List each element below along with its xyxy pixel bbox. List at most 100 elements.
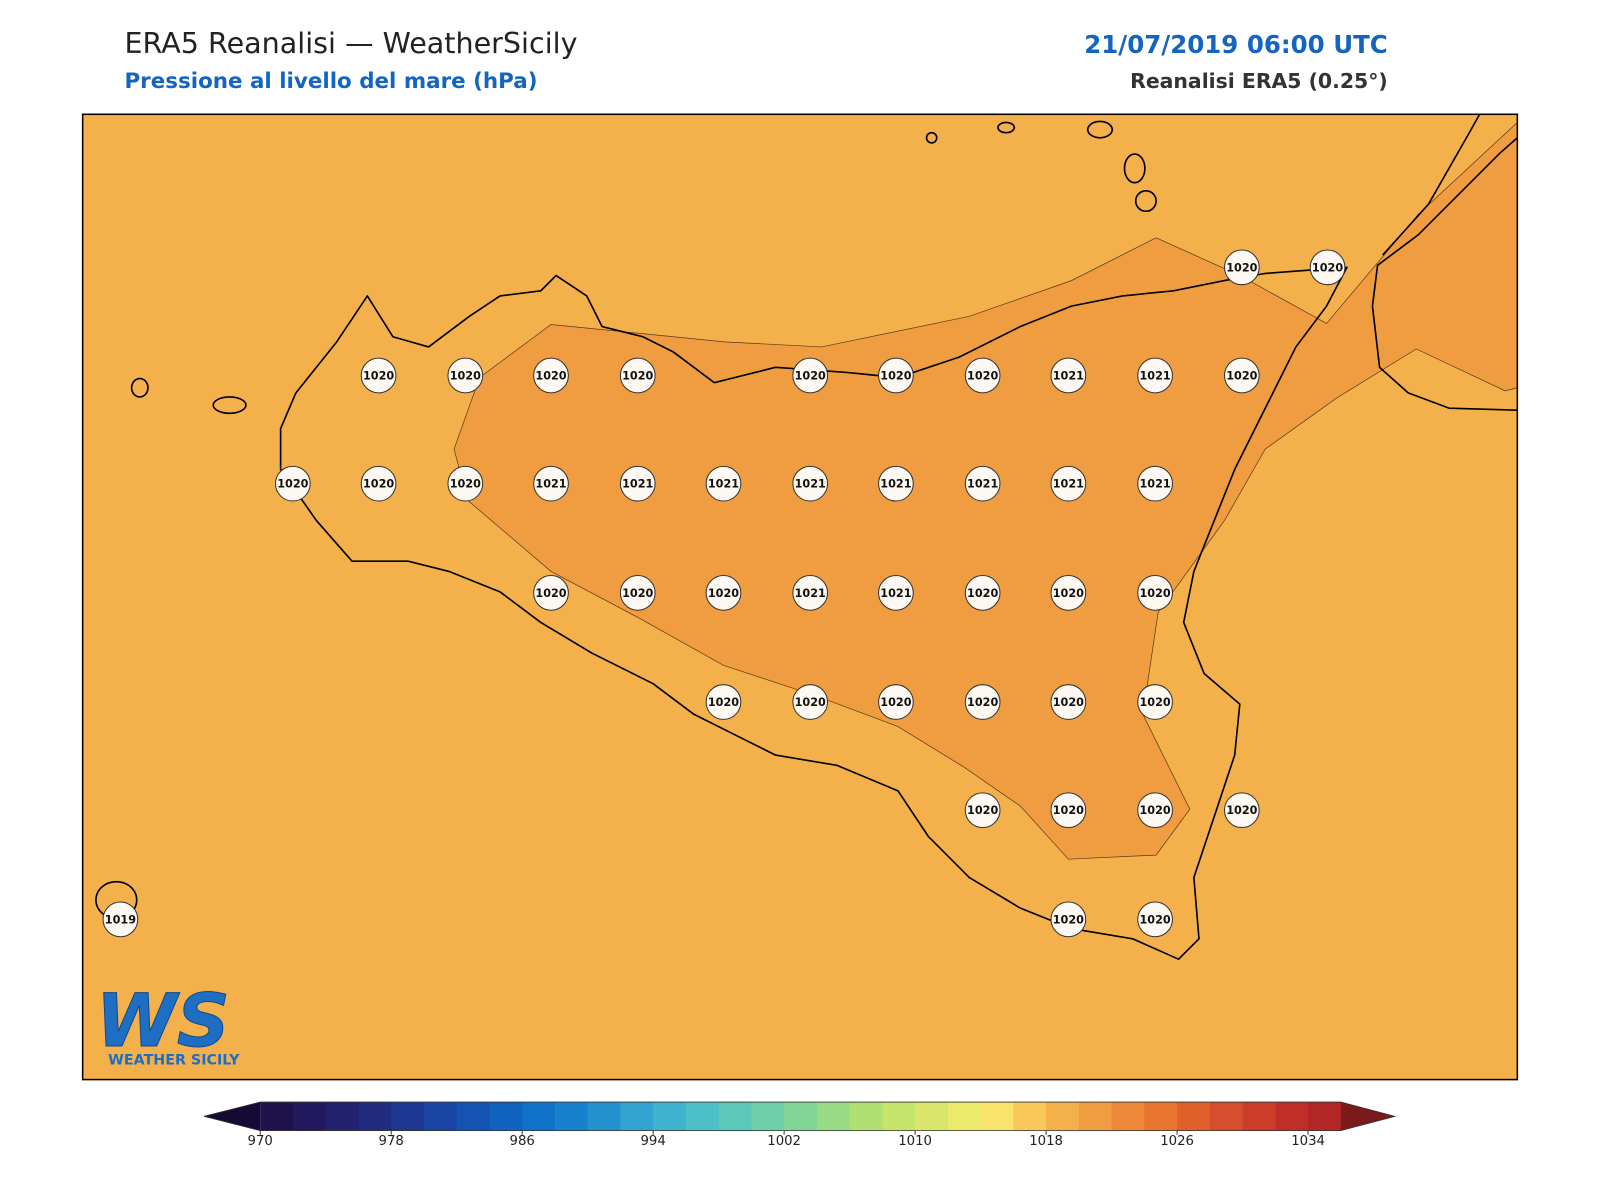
station: 1020 — [1050, 575, 1087, 611]
station: 1020 — [360, 465, 397, 502]
station: 1020 — [878, 684, 914, 720]
station-value: 1021 — [1053, 478, 1084, 491]
station: 1021 — [1050, 465, 1087, 502]
station-marker — [878, 465, 914, 502]
station-marker — [705, 684, 742, 720]
colorbar-bin — [784, 1102, 818, 1131]
colorbar-tick-label: 986 — [510, 1134, 535, 1149]
station: 1019 — [102, 901, 139, 938]
station-value: 1020 — [363, 478, 394, 491]
station: 1020 — [360, 357, 397, 394]
island — [1123, 153, 1146, 184]
station-marker — [1309, 249, 1346, 286]
colorbar-bin — [423, 1102, 458, 1131]
station-marker — [964, 792, 1001, 829]
coastline-sicily — [279, 266, 1348, 961]
map-frame — [81, 113, 1519, 1081]
station-value: 1021 — [1139, 478, 1170, 491]
date: 21/07/2019 06:00 UTC — [1084, 30, 1388, 59]
colorbar-tick-label: 1010 — [898, 1134, 932, 1149]
station: 1020 — [1223, 357, 1260, 394]
station-value: 1020 — [880, 696, 911, 709]
station-marker — [964, 684, 1001, 720]
colorbar-under — [204, 1102, 261, 1131]
station-marker — [1050, 684, 1087, 720]
station: 1020 — [1223, 249, 1260, 286]
colorbar-bin — [718, 1102, 752, 1131]
station: 1020 — [619, 357, 656, 394]
island — [1134, 190, 1157, 213]
station: 1020 — [275, 465, 311, 502]
station-marker — [1050, 901, 1087, 938]
station-value: 1021 — [708, 478, 739, 491]
station-marker — [360, 465, 397, 502]
station: 1020 — [1137, 575, 1173, 611]
station: 1020 — [447, 465, 484, 502]
station-value: 1019 — [105, 913, 136, 926]
station-marker — [360, 357, 397, 394]
colorbar-bin — [1111, 1102, 1145, 1131]
station-marker — [1223, 792, 1260, 829]
station-value: 1020 — [1053, 587, 1084, 600]
station-value: 1020 — [1139, 587, 1170, 600]
colorbar-bin — [751, 1102, 785, 1131]
station-value: 1020 — [708, 587, 739, 600]
colorbar-bin — [1177, 1102, 1211, 1131]
station-value: 1020 — [880, 370, 911, 383]
colorbar-bin — [882, 1102, 916, 1131]
station-value: 1020 — [1139, 913, 1170, 926]
station: 1020 — [964, 684, 1001, 720]
colorbar: 970 978 986 994 1002 1010 1018 1026 1034 — [203, 1101, 1397, 1149]
title: ERA5 Reanalisi — WeatherSicily — [124, 26, 577, 60]
logo-text: WEATHER SICILY — [108, 1052, 240, 1068]
station: 1021 — [1050, 357, 1087, 394]
station-marker — [1050, 575, 1087, 611]
station-value: 1020 — [1312, 261, 1343, 274]
colorbar-bin — [554, 1102, 589, 1131]
station-marker — [533, 575, 569, 611]
station: 1021 — [705, 465, 742, 502]
station-value: 1020 — [1139, 696, 1170, 709]
station: 1021 — [619, 465, 656, 502]
station-marker — [1050, 465, 1087, 502]
station: 1020 — [1050, 901, 1087, 938]
station-value: 1020 — [277, 478, 308, 491]
colorbar-bin — [1275, 1102, 1309, 1131]
station-layer: 1020 1020 1020 1020 1020 1020 1020 1020 1020 1021… — [102, 249, 1346, 938]
colorbar-bin — [1144, 1102, 1178, 1131]
station: 1021 — [533, 465, 569, 502]
station: 1021 — [878, 575, 914, 611]
station: 1020 — [964, 357, 1001, 394]
station-marker — [964, 357, 1001, 394]
station-value: 1021 — [795, 587, 826, 600]
colorbar-bin — [1046, 1102, 1080, 1131]
station-marker — [1050, 357, 1087, 394]
station-marker — [705, 465, 742, 502]
station-marker — [1137, 792, 1173, 829]
colorbar-tick-label: 1026 — [1160, 1134, 1194, 1149]
station: 1021 — [964, 465, 1001, 502]
station-value: 1020 — [450, 478, 481, 491]
station-value: 1020 — [622, 587, 653, 600]
colorbar-bin — [522, 1102, 556, 1131]
station-value: 1020 — [535, 370, 566, 383]
logo: WS WEATHER SICILY — [95, 978, 240, 1068]
colorbar-bin — [325, 1102, 359, 1131]
colorbar-tick-label: 1034 — [1291, 1134, 1325, 1149]
station-value: 1021 — [880, 587, 911, 600]
colorbar-bin — [1209, 1102, 1244, 1131]
station-marker — [1137, 901, 1173, 938]
station: 1021 — [1137, 357, 1173, 394]
station-marker — [619, 465, 656, 502]
colorbar-tick-label: 994 — [641, 1134, 666, 1149]
station-value: 1020 — [1139, 804, 1170, 817]
station-marker — [792, 575, 829, 611]
station-marker — [878, 684, 914, 720]
colorbar-bin — [358, 1102, 392, 1131]
station-value: 1020 — [1053, 696, 1084, 709]
station: 1020 — [878, 357, 914, 394]
colorbar-bin — [1013, 1102, 1047, 1131]
island — [925, 131, 938, 144]
colorbar-bin — [915, 1102, 949, 1131]
